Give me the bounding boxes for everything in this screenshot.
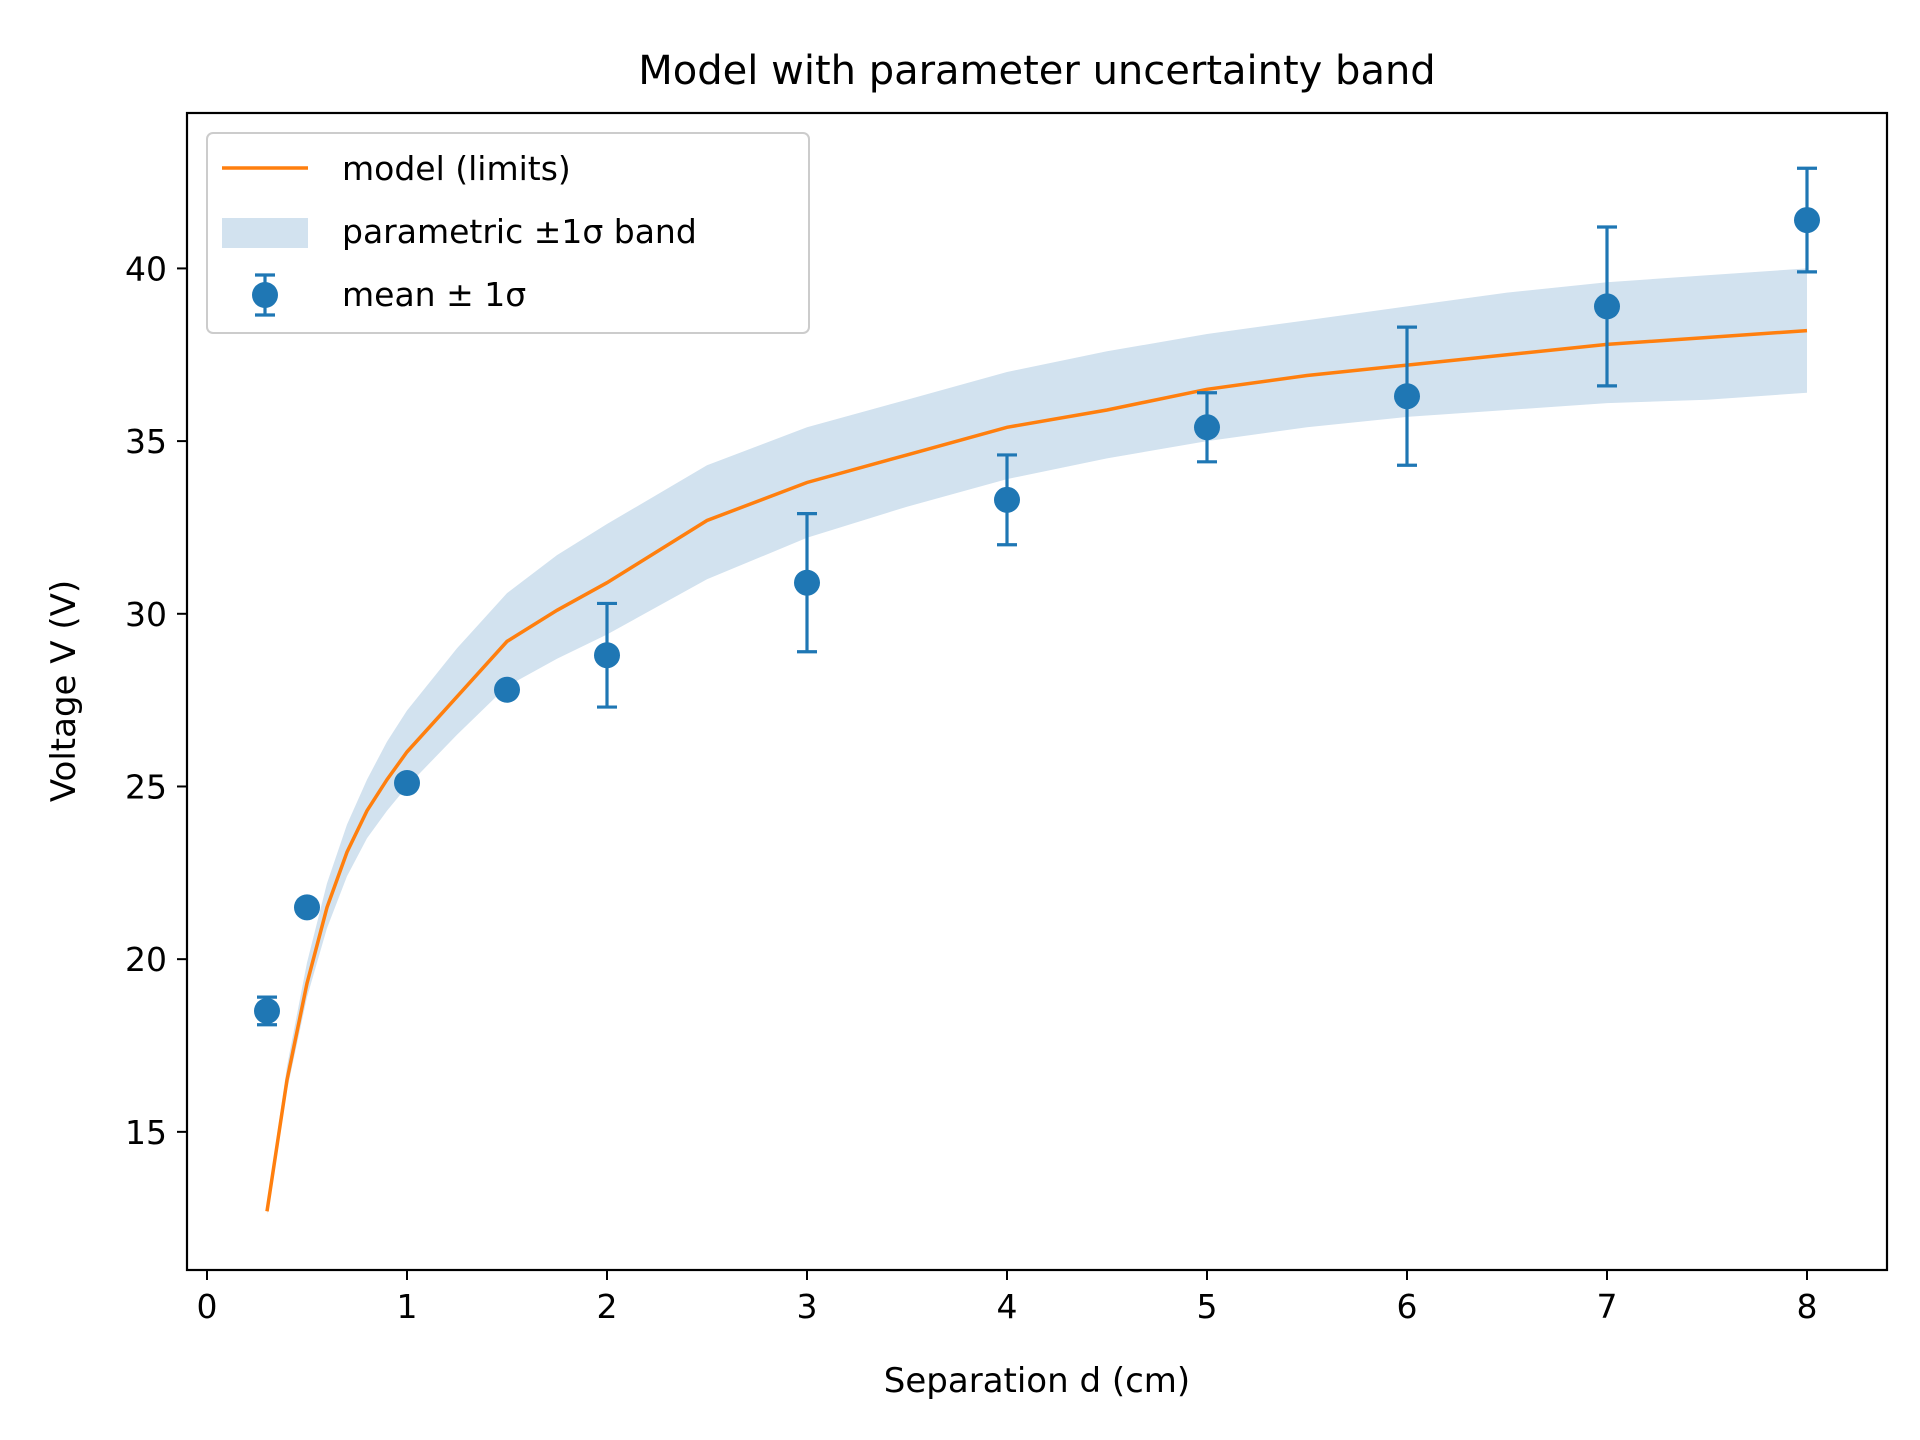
legend-data-swatch — [252, 273, 278, 317]
legend-band-label: parametric ±1σ band — [342, 212, 697, 251]
x-tick-label: 1 — [397, 1287, 418, 1326]
uncertainty-band — [267, 268, 1807, 1215]
data-marker — [1794, 207, 1820, 234]
chart-title: Model with parameter uncertainty band — [638, 48, 1435, 94]
legend-marker — [252, 282, 278, 308]
legend-data-label: mean ± 1σ — [342, 275, 526, 314]
data-marker — [594, 642, 620, 669]
data-marker — [1394, 383, 1420, 410]
data-point-6 — [794, 512, 820, 654]
y-tick-label: 15 — [125, 1113, 167, 1152]
data-marker — [794, 569, 820, 596]
y-tick-label: 25 — [125, 767, 167, 806]
x-tick-label: 7 — [1597, 1287, 1618, 1326]
data-marker — [254, 997, 280, 1024]
model-line — [265, 328, 1808, 1212]
data-marker — [1194, 414, 1220, 441]
y-tick-label: 30 — [125, 595, 167, 634]
data-point-1 — [254, 995, 280, 1027]
data-marker — [494, 676, 520, 703]
x-axis-label: Separation d (cm) — [884, 1361, 1190, 1401]
y-tick-label: 20 — [125, 940, 167, 979]
plot-frame — [185, 111, 1889, 1272]
y-tick-label: 35 — [125, 422, 167, 461]
data-point-8 — [1194, 391, 1220, 464]
x-tick-label: 4 — [997, 1287, 1018, 1326]
plot-area — [254, 166, 1820, 1215]
legend-band-swatch — [222, 218, 308, 248]
data-point-11 — [1794, 166, 1820, 274]
data-marker — [294, 894, 320, 921]
legend-box — [206, 132, 810, 334]
data-marker — [1594, 293, 1620, 320]
x-tick-label: 3 — [797, 1287, 818, 1326]
data-marker — [994, 486, 1020, 513]
data-point-7 — [994, 453, 1020, 547]
data-marker — [394, 770, 420, 797]
data-point-10 — [1594, 225, 1620, 388]
data-point-9 — [1394, 325, 1420, 467]
data-point-3 — [394, 770, 420, 797]
y-axis-label: Voltage V (V) — [44, 580, 84, 802]
y-tick-label: 40 — [125, 249, 167, 288]
x-axis: 0 1 2 3 4 5 6 7 8 — [197, 1270, 1818, 1326]
y-axis: 15 20 25 30 35 40 — [125, 249, 187, 1152]
x-tick-label: 8 — [1797, 1287, 1818, 1326]
data-point-2 — [294, 894, 320, 921]
data-point-5 — [594, 601, 620, 709]
x-tick-label: 5 — [1197, 1287, 1218, 1326]
legend: model (limits) parametric ±1σ band mean … — [206, 132, 810, 334]
x-tick-label: 2 — [597, 1287, 618, 1326]
data-point-4 — [494, 676, 520, 703]
legend-model-label: model (limits) — [342, 149, 571, 188]
x-tick-label: 6 — [1397, 1287, 1418, 1326]
x-tick-label: 0 — [197, 1287, 218, 1326]
